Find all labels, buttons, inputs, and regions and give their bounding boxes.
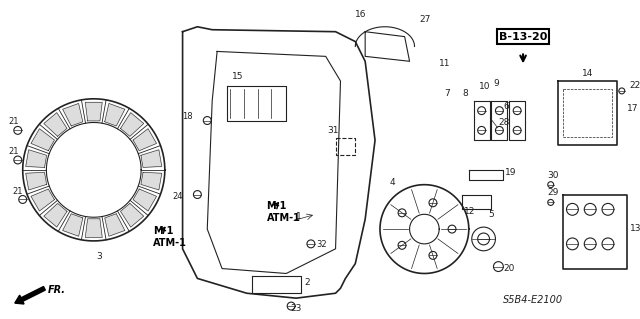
Text: 29: 29 (548, 188, 559, 197)
Text: 10: 10 (479, 82, 490, 91)
Text: S5B4-E2100: S5B4-E2100 (503, 295, 563, 305)
Text: 13: 13 (630, 224, 640, 233)
Text: 19: 19 (506, 168, 517, 177)
Text: 6: 6 (503, 102, 509, 111)
Text: 21: 21 (8, 147, 19, 156)
Polygon shape (85, 219, 102, 237)
Text: 16: 16 (355, 10, 367, 19)
Polygon shape (105, 103, 125, 126)
Text: 8: 8 (462, 89, 468, 98)
Polygon shape (120, 204, 143, 227)
Text: 22: 22 (630, 81, 640, 90)
Polygon shape (120, 113, 143, 136)
Text: 14: 14 (582, 69, 593, 78)
Text: 30: 30 (548, 171, 559, 180)
Text: 27: 27 (419, 15, 431, 24)
Text: 5: 5 (488, 210, 494, 219)
Text: 1: 1 (296, 212, 302, 221)
FancyArrow shape (15, 286, 45, 304)
Text: 28: 28 (499, 118, 510, 128)
Text: FR.: FR. (47, 285, 65, 295)
Text: 3: 3 (96, 252, 102, 261)
Text: 17: 17 (627, 104, 638, 113)
Text: 20: 20 (503, 263, 515, 272)
Text: 21: 21 (13, 187, 23, 196)
Text: 12: 12 (464, 207, 476, 216)
Text: 18: 18 (182, 112, 193, 121)
Text: 24: 24 (172, 192, 182, 202)
Polygon shape (133, 189, 157, 211)
Text: 21: 21 (8, 117, 19, 126)
Text: ATM-1: ATM-1 (153, 238, 187, 248)
Text: 2: 2 (304, 278, 310, 287)
Text: 11: 11 (439, 59, 451, 68)
Text: 23: 23 (291, 304, 302, 313)
Text: M-1: M-1 (266, 201, 287, 211)
Text: 32: 32 (316, 240, 326, 249)
Polygon shape (63, 214, 83, 236)
Text: 4: 4 (390, 178, 396, 187)
Text: 7: 7 (444, 89, 450, 98)
Polygon shape (26, 150, 47, 167)
Text: 9: 9 (493, 79, 499, 88)
Polygon shape (133, 129, 157, 151)
Polygon shape (31, 129, 54, 151)
Polygon shape (85, 102, 102, 121)
Polygon shape (63, 103, 83, 126)
Text: 31: 31 (328, 126, 339, 135)
Polygon shape (105, 214, 125, 236)
Polygon shape (44, 204, 67, 227)
Text: ATM-1: ATM-1 (266, 213, 300, 223)
Polygon shape (31, 189, 54, 211)
Text: B-13-20: B-13-20 (499, 32, 547, 41)
Polygon shape (44, 113, 67, 136)
Polygon shape (26, 172, 47, 190)
Polygon shape (141, 150, 162, 167)
Text: 15: 15 (232, 72, 243, 81)
Text: M-1: M-1 (153, 226, 173, 236)
Polygon shape (141, 172, 162, 190)
